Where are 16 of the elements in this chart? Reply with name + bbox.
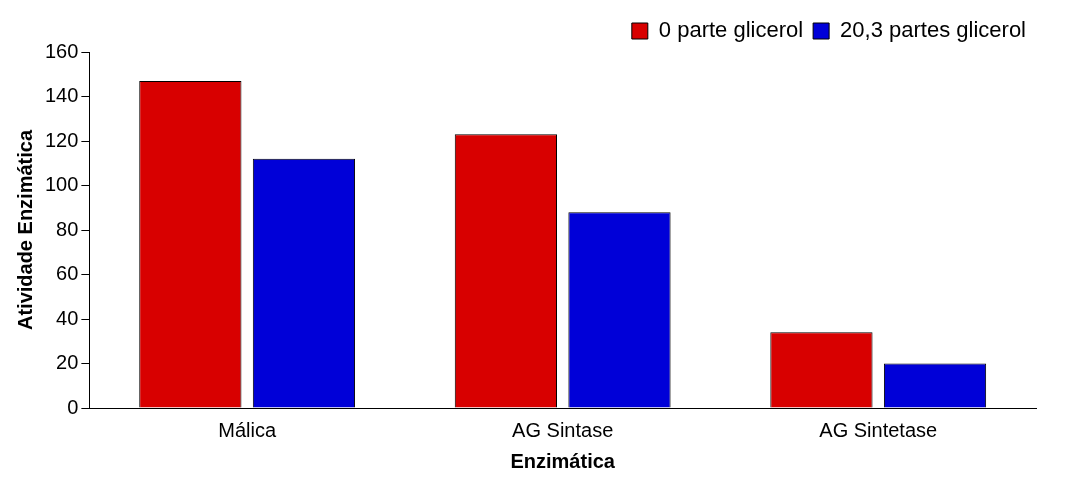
x-tick-label: AG Sintase	[512, 418, 614, 441]
y-tick-label: 60	[56, 262, 79, 285]
y-tick-label: 20	[56, 351, 79, 374]
legend-label: 20,3 partes glicerol	[840, 17, 1027, 43]
y-tick-label: 140	[44, 84, 79, 107]
y-tick-label: 100	[44, 173, 79, 196]
y-tick-label: 40	[56, 306, 79, 329]
x-tick-label: AG Sintetase	[819, 418, 938, 441]
legend-label: 0 parte glicerol	[658, 17, 804, 43]
y-tick-label: 80	[56, 217, 79, 240]
y-tick-label: 0	[67, 395, 79, 418]
x-axis-title: Enzimática	[510, 449, 616, 472]
y-axis-title: Atividade Enzimática	[13, 129, 36, 331]
y-tick-label: 160	[44, 39, 79, 62]
x-tick-label: Málica	[218, 418, 277, 441]
y-tick-label: 120	[44, 128, 79, 151]
